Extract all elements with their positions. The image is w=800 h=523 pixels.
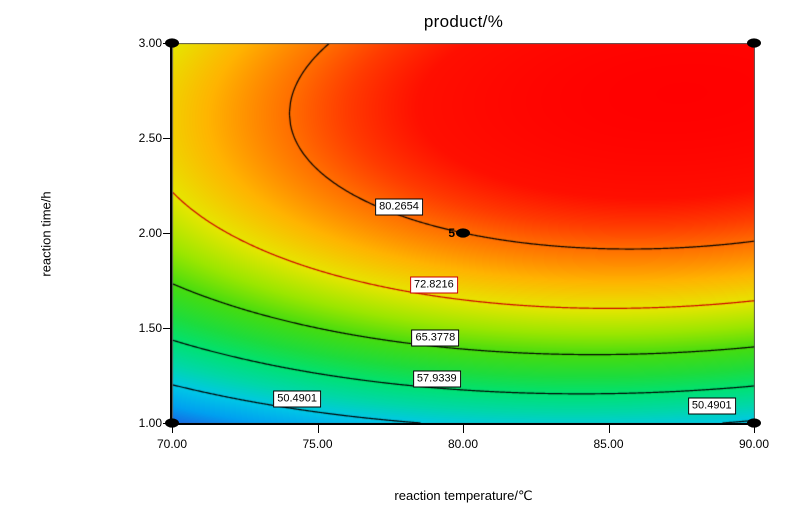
x-tick-label: 90.00 <box>738 437 770 451</box>
contour-label: 57.9339 <box>412 370 461 388</box>
y-tick-mark <box>163 328 171 329</box>
y-tick-label: 2.50 <box>138 131 162 145</box>
y-tick-mark <box>163 138 171 139</box>
contour-label: 80.2654 <box>375 198 423 216</box>
x-tick-label: 85.00 <box>593 437 624 451</box>
x-tick-label: 80.00 <box>447 437 479 451</box>
x-tick-label: 70.00 <box>156 437 188 451</box>
contour-label: 50.4901 <box>687 397 736 415</box>
y-tick-label: 1.50 <box>138 321 162 335</box>
y-axis-line <box>170 43 172 425</box>
x-tick-mark <box>317 425 319 433</box>
x-axis-line <box>170 423 757 425</box>
x-tick-mark <box>463 425 464 433</box>
plot-title: product/% <box>423 12 504 31</box>
contour-label: 50.4901 <box>273 390 322 408</box>
contour-heatmap-canvas <box>172 43 755 424</box>
y-tick-label: 1.00 <box>138 416 162 430</box>
contour-label: 65.3778 <box>411 329 460 347</box>
x-tick-mark <box>608 425 610 433</box>
x-axis-title: reaction temperature/℃ <box>394 488 533 503</box>
y-tick-mark <box>163 233 171 234</box>
x-tick-mark <box>754 425 755 433</box>
y-tick-mark <box>163 43 171 44</box>
y-tick-label: 2.00 <box>138 226 162 240</box>
center-point-count: 5 <box>448 226 455 240</box>
y-tick-mark <box>163 423 171 424</box>
x-tick-mark <box>172 425 173 433</box>
contour-label: 72.8216 <box>410 276 458 294</box>
x-tick-label: 75.00 <box>302 437 333 451</box>
y-tick-label: 3.00 <box>138 36 162 50</box>
y-axis-title: reaction time/h <box>38 191 54 277</box>
